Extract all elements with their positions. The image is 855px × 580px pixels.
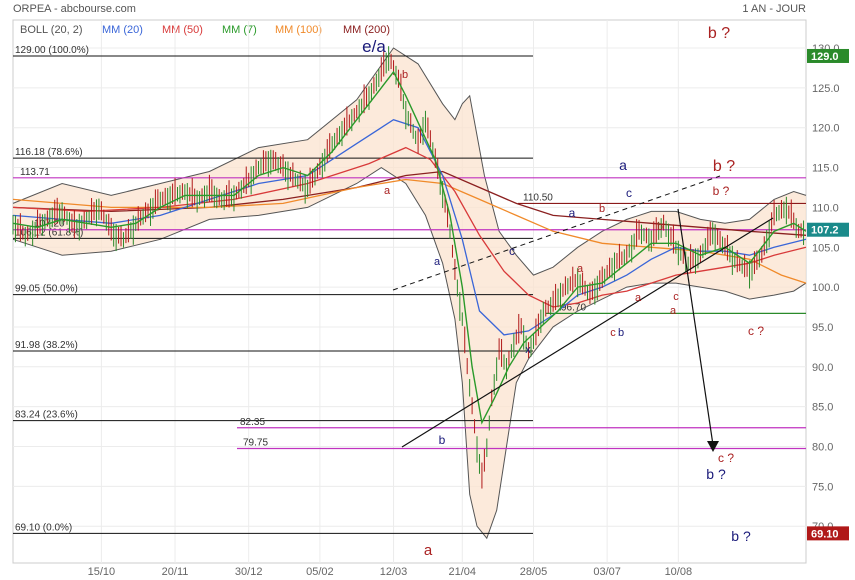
- wave-label: b ?: [731, 528, 751, 544]
- fibonacci-label: 106.12 (61.8%): [15, 227, 83, 238]
- projection-arrow-line: [677, 208, 714, 446]
- y-tick-label: 80.0: [812, 442, 833, 454]
- fibonacci-label: 69.10 (0.0%): [15, 522, 72, 533]
- x-tick-label: 05/02: [306, 566, 334, 578]
- fibonacci-label: 129.00 (100.0%): [15, 45, 89, 56]
- wave-label: c: [509, 244, 515, 258]
- price-badge: [807, 222, 849, 237]
- wave-label: b ?: [713, 184, 730, 198]
- fibonacci-label: 83.24 (23.6%): [15, 410, 78, 421]
- x-tick-label: 20/11: [162, 566, 189, 578]
- x-tick-label: 30/12: [235, 566, 263, 578]
- legend-item-5: MM (200): [343, 24, 390, 36]
- y-tick-label: 110.0: [812, 202, 839, 214]
- fibonacci-label: 116.18 (78.6%): [15, 147, 83, 158]
- x-tick-label: 12/03: [380, 566, 408, 578]
- y-tick-label: 85.0: [812, 402, 833, 414]
- x-tick-label: 21/04: [449, 566, 477, 578]
- price-badge-label: 129.0: [811, 51, 839, 63]
- wave-label: b: [439, 433, 446, 447]
- projection-arrow-head: [707, 441, 719, 452]
- wave-label: b: [618, 327, 624, 339]
- level-label: 82.35: [240, 417, 265, 428]
- legend-item-4: MM (100): [275, 24, 322, 36]
- wave-label: a: [569, 206, 576, 220]
- wave-label: a: [434, 256, 441, 268]
- legend-item-2: MM (50): [162, 24, 203, 36]
- indicator-legend: BOLL (20, 2) MM (20) MM (50) MM (7) MM (100)…: [20, 24, 390, 36]
- price-badge: [807, 526, 849, 541]
- plot-frame: [12, 19, 807, 564]
- x-tick-label: 15/10: [88, 566, 116, 578]
- y-tick-label: 90.0: [812, 362, 833, 374]
- level-label: 79.75: [243, 437, 268, 448]
- price-badge: [807, 48, 849, 63]
- price-badge-label: 107.2: [811, 225, 839, 237]
- ma50-line: [12, 146, 807, 308]
- wave-label: a: [635, 292, 642, 304]
- wave-label: b: [599, 203, 605, 215]
- level-label: 96.70: [561, 302, 586, 313]
- wave-label: a: [384, 185, 391, 197]
- y-tick-label: 75.0: [812, 481, 833, 493]
- x-tick-label: 28/05: [520, 566, 548, 578]
- bollinger-lower-line: [12, 167, 807, 540]
- legend-item-1: MM (20): [102, 24, 143, 36]
- x-tick-label: 03/07: [593, 566, 621, 578]
- level-label: 113.71: [20, 167, 50, 178]
- wave-label: b: [402, 69, 408, 81]
- wave-label: a: [577, 263, 584, 275]
- ma20-line: [12, 118, 807, 336]
- wave-label: c ?: [748, 324, 764, 338]
- wave-label: b ?: [706, 466, 726, 482]
- wave-label: a: [424, 542, 433, 559]
- support-trendline: [401, 217, 774, 448]
- y-tick-label: 115.0: [812, 163, 839, 175]
- wave-label: a: [670, 305, 677, 317]
- x-tick-label: 10/08: [665, 566, 693, 578]
- bollinger-upper-line: [12, 47, 807, 276]
- y-tick-label: 120.0: [812, 123, 840, 135]
- chart-title: ORPEA - abcbourse.com: [13, 3, 136, 15]
- wave-label: b: [657, 221, 663, 233]
- wave-label: x: [525, 344, 531, 356]
- legend-item-3: MM (7): [222, 24, 257, 36]
- y-tick-label: 95.0: [812, 322, 833, 334]
- plot-area: 70.075.080.085.090.095.0100.0105.0110.01…: [12, 19, 849, 578]
- y-tick-label: 100.0: [812, 282, 840, 294]
- dashed-channel-line: [392, 175, 721, 291]
- wave-label: b ?: [708, 25, 730, 42]
- bollinger-band-fill: [13, 48, 806, 539]
- level-label: 110.50: [523, 192, 553, 203]
- price-badge-label: 69.10: [811, 528, 839, 540]
- wave-label: c ?: [718, 451, 734, 465]
- fibonacci-label: 99.05 (50.0%): [15, 284, 78, 295]
- wave-label: b ?: [713, 158, 735, 175]
- legend-item-0: BOLL (20, 2): [20, 24, 83, 36]
- y-tick-label: 105.0: [812, 242, 840, 254]
- chart-period: 1 AN - JOUR: [742, 3, 806, 15]
- wave-label: c: [610, 327, 616, 339]
- wave-label: c: [626, 186, 632, 200]
- wave-label: e/a: [362, 37, 386, 56]
- y-tick-label: 125.0: [812, 83, 840, 95]
- wave-label: c: [673, 291, 679, 303]
- fibonacci-label: 91.98 (38.2%): [15, 340, 78, 351]
- wave-label: a: [619, 157, 627, 173]
- ma7-line: [12, 70, 807, 425]
- ma100-line: [12, 178, 807, 284]
